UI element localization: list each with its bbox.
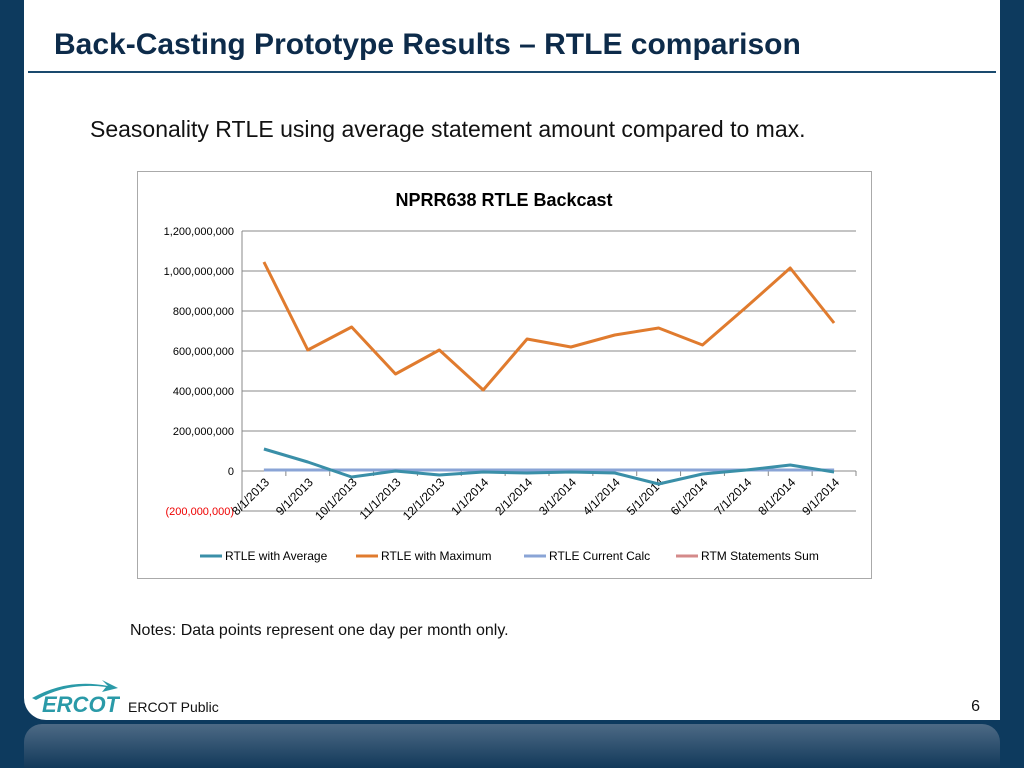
page-title: Back-Casting Prototype Results – RTLE co… (54, 28, 801, 61)
x-tick-label: 12/1/2013 (400, 475, 448, 523)
legend-label: RTLE with Maximum (381, 549, 491, 563)
page-number: 6 (971, 698, 980, 715)
x-tick-label: 11/1/2013 (357, 475, 404, 522)
x-tick-label: 4/1/2014 (580, 475, 623, 518)
x-tick-label: 2/1/2014 (492, 475, 535, 518)
title-divider (28, 71, 996, 73)
y-tick-label: 1,200,000,000 (164, 226, 234, 238)
series-line-rtle-with-average (263, 447, 835, 486)
legend-label: RTLE with Average (225, 549, 328, 563)
notes-text: Notes: Data points represent one day per… (130, 622, 509, 639)
ercot-logo: ERCOT (28, 676, 121, 721)
x-tick-label: 8/1/2013 (229, 475, 272, 518)
x-tick-label: 10/1/2013 (312, 475, 360, 523)
x-tick-label: 9/1/2013 (273, 475, 316, 518)
chart-container: NPRR638 RTLE Backcast (200,000,000) 0 200,0… (137, 171, 872, 579)
legend-label: RTLE Current Calc (549, 549, 650, 563)
y-tick-label: 0 (228, 466, 234, 478)
x-tick-label: 1/1/2014 (448, 475, 491, 518)
slide: Back-Casting Prototype Results – RTLE co… (24, 0, 1000, 720)
x-tick-label: 7/1/2014 (712, 475, 755, 518)
chart-title: NPRR638 RTLE Backcast (395, 190, 612, 210)
y-tick-label: 1,000,000,000 (164, 266, 234, 278)
y-tick-label: 400,000,000 (173, 386, 234, 398)
x-tick-label: 3/1/2014 (536, 475, 579, 518)
subtitle: Seasonality RTLE using average statement… (90, 116, 806, 142)
footer-label: ERCOT Public (128, 699, 219, 715)
y-tick-label: (200,000,000) (166, 506, 235, 518)
y-tick-label: 800,000,000 (173, 306, 234, 318)
x-tick-label: 8/1/2014 (755, 475, 798, 518)
svg-text:ERCOT: ERCOT (42, 692, 120, 716)
series-line-rtle-with-maximum (262, 261, 836, 392)
legend-label: RTM Statements Sum (701, 549, 819, 563)
x-tick-label: 9/1/2014 (799, 475, 842, 518)
footer-band (24, 724, 1000, 768)
y-tick-label: 200,000,000 (173, 426, 234, 438)
y-tick-label: 600,000,000 (173, 346, 234, 358)
line-chart: NPRR638 RTLE Backcast (200,000,000) 0 200,0… (164, 190, 857, 563)
